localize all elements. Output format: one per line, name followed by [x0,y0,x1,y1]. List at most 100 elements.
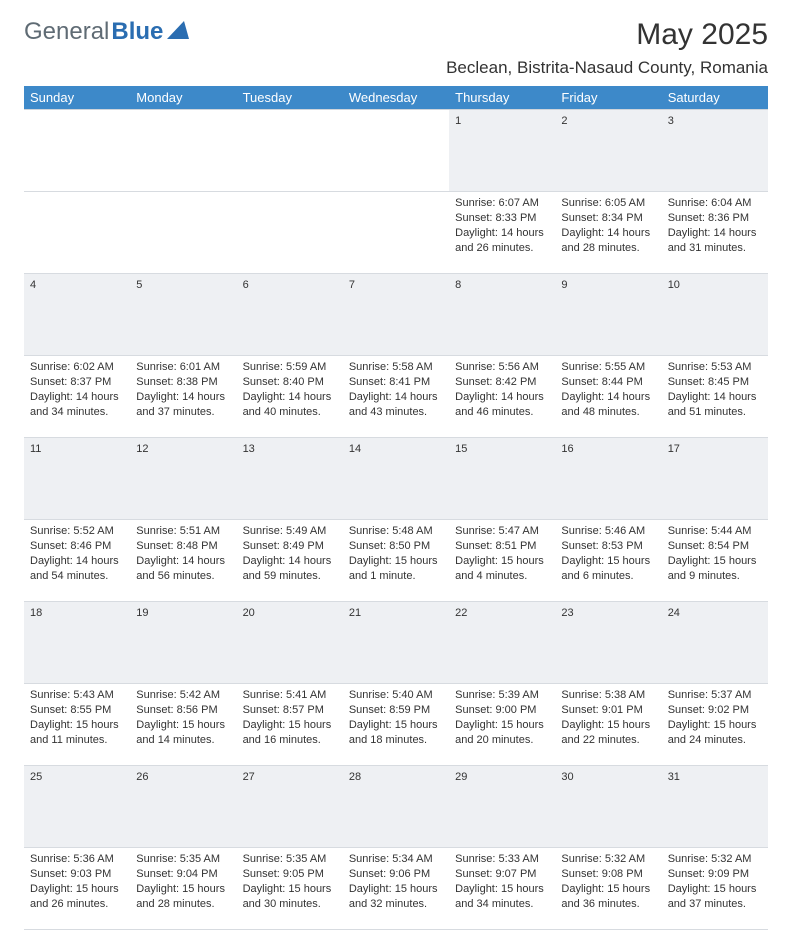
day-body-cell: Sunrise: 5:41 AMSunset: 8:57 PMDaylight:… [237,684,343,766]
day-number-row: 45678910 [24,274,768,356]
daylight-text-line1: Daylight: 14 hours [349,390,443,405]
day-body-cell: Sunrise: 5:51 AMSunset: 8:48 PMDaylight:… [130,520,236,602]
sunrise-text: Sunrise: 5:32 AM [668,852,762,867]
day-number-cell: 27 [237,766,343,848]
sunrise-text: Sunrise: 6:02 AM [30,360,124,375]
daylight-text-line1: Daylight: 15 hours [349,882,443,897]
sunset-text: Sunset: 8:51 PM [455,539,549,554]
day-number-cell: 3 [662,110,768,192]
calendar-table: Sunday Monday Tuesday Wednesday Thursday… [24,86,768,930]
daylight-text-line2: and 18 minutes. [349,733,443,748]
daylight-text-line2: and 37 minutes. [668,897,762,912]
day-body-cell: Sunrise: 6:04 AMSunset: 8:36 PMDaylight:… [662,192,768,274]
daylight-text-line1: Daylight: 15 hours [136,882,230,897]
sunrise-text: Sunrise: 5:48 AM [349,524,443,539]
daylight-text-line1: Daylight: 15 hours [455,882,549,897]
day-number-cell: 12 [130,438,236,520]
daylight-text-line1: Daylight: 15 hours [561,718,655,733]
sunrise-text: Sunrise: 5:35 AM [136,852,230,867]
sunrise-text: Sunrise: 5:43 AM [30,688,124,703]
day-number-cell [130,110,236,192]
day-body-cell: Sunrise: 5:35 AMSunset: 9:05 PMDaylight:… [237,848,343,930]
daylight-text-line2: and 9 minutes. [668,569,762,584]
day-body-cell: Sunrise: 5:46 AMSunset: 8:53 PMDaylight:… [555,520,661,602]
sunrise-text: Sunrise: 5:35 AM [243,852,337,867]
day-number-cell: 7 [343,274,449,356]
day-body-cell: Sunrise: 5:56 AMSunset: 8:42 PMDaylight:… [449,356,555,438]
daylight-text-line1: Daylight: 14 hours [455,390,549,405]
daylight-text-line1: Daylight: 15 hours [561,554,655,569]
day-body-cell: Sunrise: 5:34 AMSunset: 9:06 PMDaylight:… [343,848,449,930]
daylight-text-line2: and 48 minutes. [561,405,655,420]
day-number-cell: 18 [24,602,130,684]
weekday-header: Thursday [449,86,555,110]
sunset-text: Sunset: 9:08 PM [561,867,655,882]
day-number-cell: 13 [237,438,343,520]
daylight-text-line2: and 28 minutes. [561,241,655,256]
sunrise-text: Sunrise: 5:40 AM [349,688,443,703]
day-body-cell: Sunrise: 5:38 AMSunset: 9:01 PMDaylight:… [555,684,661,766]
daylight-text-line2: and 34 minutes. [455,897,549,912]
day-number-row: 123 [24,110,768,192]
daylight-text-line1: Daylight: 15 hours [455,718,549,733]
sunset-text: Sunset: 8:38 PM [136,375,230,390]
day-number-cell: 9 [555,274,661,356]
sunrise-text: Sunrise: 6:05 AM [561,196,655,211]
day-body-cell: Sunrise: 6:01 AMSunset: 8:38 PMDaylight:… [130,356,236,438]
daylight-text-line2: and 16 minutes. [243,733,337,748]
day-number-cell: 8 [449,274,555,356]
daylight-text-line2: and 31 minutes. [668,241,762,256]
sunset-text: Sunset: 9:03 PM [30,867,124,882]
sunrise-text: Sunrise: 5:46 AM [561,524,655,539]
daylight-text-line1: Daylight: 15 hours [243,718,337,733]
daylight-text-line1: Daylight: 14 hours [243,554,337,569]
daylight-text-line1: Daylight: 15 hours [349,718,443,733]
day-number-cell [343,110,449,192]
day-number-row: 25262728293031 [24,766,768,848]
daylight-text-line2: and 26 minutes. [455,241,549,256]
sunrise-text: Sunrise: 5:47 AM [455,524,549,539]
day-number-cell [237,110,343,192]
sunrise-text: Sunrise: 6:01 AM [136,360,230,375]
daylight-text-line2: and 22 minutes. [561,733,655,748]
sunset-text: Sunset: 8:42 PM [455,375,549,390]
location-text: Beclean, Bistrita-Nasaud County, Romania [446,58,768,78]
day-body-cell: Sunrise: 5:53 AMSunset: 8:45 PMDaylight:… [662,356,768,438]
header: General Blue May 2025 Beclean, Bistrita-… [24,18,768,86]
day-number-cell: 20 [237,602,343,684]
sunrise-text: Sunrise: 5:49 AM [243,524,337,539]
day-body-cell [24,192,130,274]
daylight-text-line2: and 43 minutes. [349,405,443,420]
day-body-row: Sunrise: 6:07 AMSunset: 8:33 PMDaylight:… [24,192,768,274]
triangle-logo-icon [167,21,189,44]
daylight-text-line1: Daylight: 14 hours [136,554,230,569]
day-body-cell: Sunrise: 5:39 AMSunset: 9:00 PMDaylight:… [449,684,555,766]
day-body-cell: Sunrise: 5:33 AMSunset: 9:07 PMDaylight:… [449,848,555,930]
sunrise-text: Sunrise: 5:42 AM [136,688,230,703]
sunrise-text: Sunrise: 5:51 AM [136,524,230,539]
sunrise-text: Sunrise: 5:41 AM [243,688,337,703]
weekday-header: Friday [555,86,661,110]
calendar-body: 123Sunrise: 6:07 AMSunset: 8:33 PMDaylig… [24,110,768,930]
day-body-cell: Sunrise: 5:42 AMSunset: 8:56 PMDaylight:… [130,684,236,766]
daylight-text-line1: Daylight: 14 hours [561,226,655,241]
sunrise-text: Sunrise: 5:55 AM [561,360,655,375]
daylight-text-line1: Daylight: 15 hours [455,554,549,569]
day-body-cell: Sunrise: 5:52 AMSunset: 8:46 PMDaylight:… [24,520,130,602]
daylight-text-line1: Daylight: 15 hours [668,882,762,897]
day-number-cell: 21 [343,602,449,684]
day-body-cell: Sunrise: 5:44 AMSunset: 8:54 PMDaylight:… [662,520,768,602]
sunrise-text: Sunrise: 5:34 AM [349,852,443,867]
day-body-row: Sunrise: 5:52 AMSunset: 8:46 PMDaylight:… [24,520,768,602]
day-number-cell: 11 [24,438,130,520]
day-body-cell: Sunrise: 5:40 AMSunset: 8:59 PMDaylight:… [343,684,449,766]
sunrise-text: Sunrise: 5:38 AM [561,688,655,703]
day-number-cell: 6 [237,274,343,356]
daylight-text-line2: and 51 minutes. [668,405,762,420]
weekday-header: Tuesday [237,86,343,110]
sunset-text: Sunset: 8:49 PM [243,539,337,554]
day-body-row: Sunrise: 6:02 AMSunset: 8:37 PMDaylight:… [24,356,768,438]
daylight-text-line2: and 11 minutes. [30,733,124,748]
day-body-cell: Sunrise: 5:36 AMSunset: 9:03 PMDaylight:… [24,848,130,930]
sunset-text: Sunset: 8:59 PM [349,703,443,718]
